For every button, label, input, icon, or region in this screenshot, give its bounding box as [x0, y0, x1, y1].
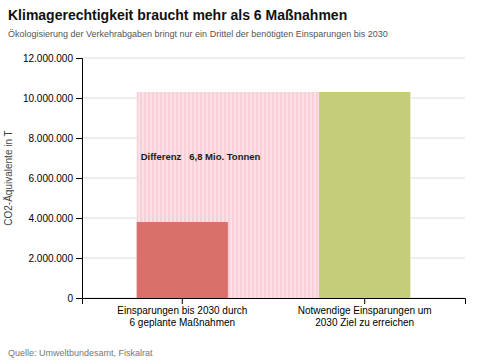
x-tick-mark [182, 298, 183, 304]
y-tick-mark [76, 298, 82, 299]
y-tick-mark [76, 218, 82, 219]
marks [137, 92, 411, 298]
y-tick-mark [76, 138, 82, 139]
y-axis-line [76, 59, 83, 299]
y-tick-label: 10.000.000 [23, 93, 73, 104]
annotation: Differenz 6,8 Mio. Tonnen [141, 151, 261, 162]
title: Klimagerechtigkeit braucht mehr als 6 Ma… [8, 7, 347, 23]
chart: Klimagerechtigkeit braucht mehr als 6 Ma… [0, 0, 480, 362]
y-tick: 12.000.000 [23, 53, 82, 64]
y-tick-mark [76, 58, 82, 59]
bar [319, 92, 410, 298]
y-tick-label: 2.000.000 [29, 253, 74, 264]
y-tick-label: 12.000.000 [23, 53, 73, 64]
x-tick-mark [364, 298, 365, 304]
subtitle: Ökologisierung der Verkehrabgaben bringt… [8, 29, 388, 39]
x-axis: Einsparungen bis 2030 durch6 geplante Ma… [83, 298, 466, 328]
bar [137, 222, 228, 298]
y-tick: 0 [67, 293, 82, 304]
difference-area [137, 92, 411, 298]
y-tick-label: 0 [67, 293, 73, 304]
y-tick-mark [76, 258, 82, 259]
y-tick: 2.000.000 [29, 253, 83, 264]
y-tick-label: 6.000.000 [29, 173, 74, 184]
y-tick: 8.000.000 [29, 133, 83, 144]
x-tick-label: Notwendige Einsparungen um2030 Ziel zu e… [298, 305, 432, 328]
y-tick: 6.000.000 [29, 173, 83, 184]
y-tick-label: 8.000.000 [29, 133, 74, 144]
y-axis-title: CO2-Äquivalente in T [3, 130, 14, 225]
grid-line [82, 58, 465, 59]
x-tick: Einsparungen bis 2030 durch6 geplante Ma… [117, 298, 247, 328]
source: Quelle: Umweltbundesamt, Fiskalrat [8, 348, 153, 358]
y-tick-mark [76, 178, 82, 179]
x-tick-label: Einsparungen bis 2030 durch6 geplante Ma… [117, 305, 247, 328]
x-tick: Notwendige Einsparungen um2030 Ziel zu e… [298, 298, 432, 328]
y-tick-label: 4.000.000 [29, 213, 74, 224]
y-axis: 0 2.000.000 4.000.000 6.000.000 8.000.000 10.… [23, 53, 83, 304]
grid [82, 58, 465, 298]
y-tick-mark [76, 98, 82, 99]
y-tick: 10.000.000 [23, 93, 82, 104]
y-tick: 4.000.000 [29, 213, 83, 224]
x-axis-line [83, 299, 466, 305]
plot: 0 2.000.000 4.000.000 6.000.000 8.000.000 10.… [3, 53, 466, 328]
